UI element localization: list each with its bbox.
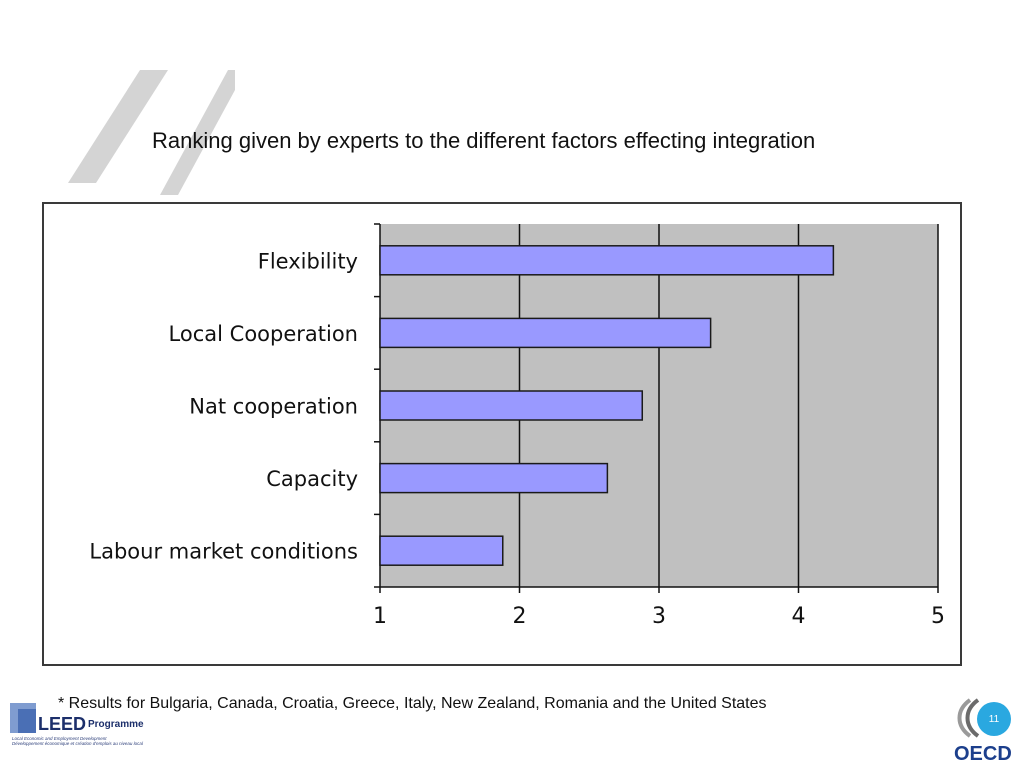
footnote: * Results for Bulgaria, Canada, Croatia,…: [58, 695, 767, 712]
quote-stroke-left: [68, 70, 168, 183]
chart-frame: 1 2 3 4 5 Flexibility Local Cooperation Nat coo…: [42, 202, 962, 666]
oecd-logo-icon: OECD: [954, 698, 1012, 762]
category-label: Capacity: [266, 467, 358, 491]
bar: [379, 535, 504, 566]
slide-title: Ranking given by experts to the differen…: [152, 128, 816, 153]
oecd-arc-2: [965, 698, 980, 738]
category-label: Labour market conditions: [89, 540, 358, 564]
x-tick-label: 2: [513, 604, 527, 629]
leed-subtitle-line-1: Local Economic and Employment Developmen…: [12, 736, 107, 741]
leed-logo-mark-inner: [18, 709, 36, 733]
category-label: Local Cooperation: [169, 322, 358, 346]
leed-subtitle: Local Economic and Employment Developmen…: [12, 736, 172, 746]
page-number-badge: 11: [977, 702, 1011, 736]
category-label: Flexibility: [258, 249, 358, 273]
leed-logo-text: LEED: [38, 714, 86, 734]
leed-logo-icon: LEED Programme: [10, 703, 144, 734]
oecd-arc-1: [957, 698, 972, 738]
leed-subtitle-line-2: Développement économique et création d'e…: [12, 741, 143, 746]
x-tick-label: 5: [931, 604, 945, 629]
bar: [379, 462, 609, 494]
quote-stroke-right: [160, 70, 235, 195]
x-tick-label: 4: [792, 604, 806, 629]
x-tick-label: 3: [652, 604, 666, 629]
bar: [379, 245, 835, 276]
category-label: Nat cooperation: [189, 395, 358, 419]
oecd-logo-text: OECD: [954, 743, 1012, 762]
bar: [379, 390, 644, 421]
bar: [379, 317, 712, 349]
bar-chart: 1 2 3 4 5 Flexibility Local Cooperation Nat coo…: [89, 223, 945, 629]
x-tick-label: 1: [373, 604, 387, 629]
double-quote-icon: [68, 70, 235, 195]
leed-programme-text: Programme: [88, 719, 144, 730]
